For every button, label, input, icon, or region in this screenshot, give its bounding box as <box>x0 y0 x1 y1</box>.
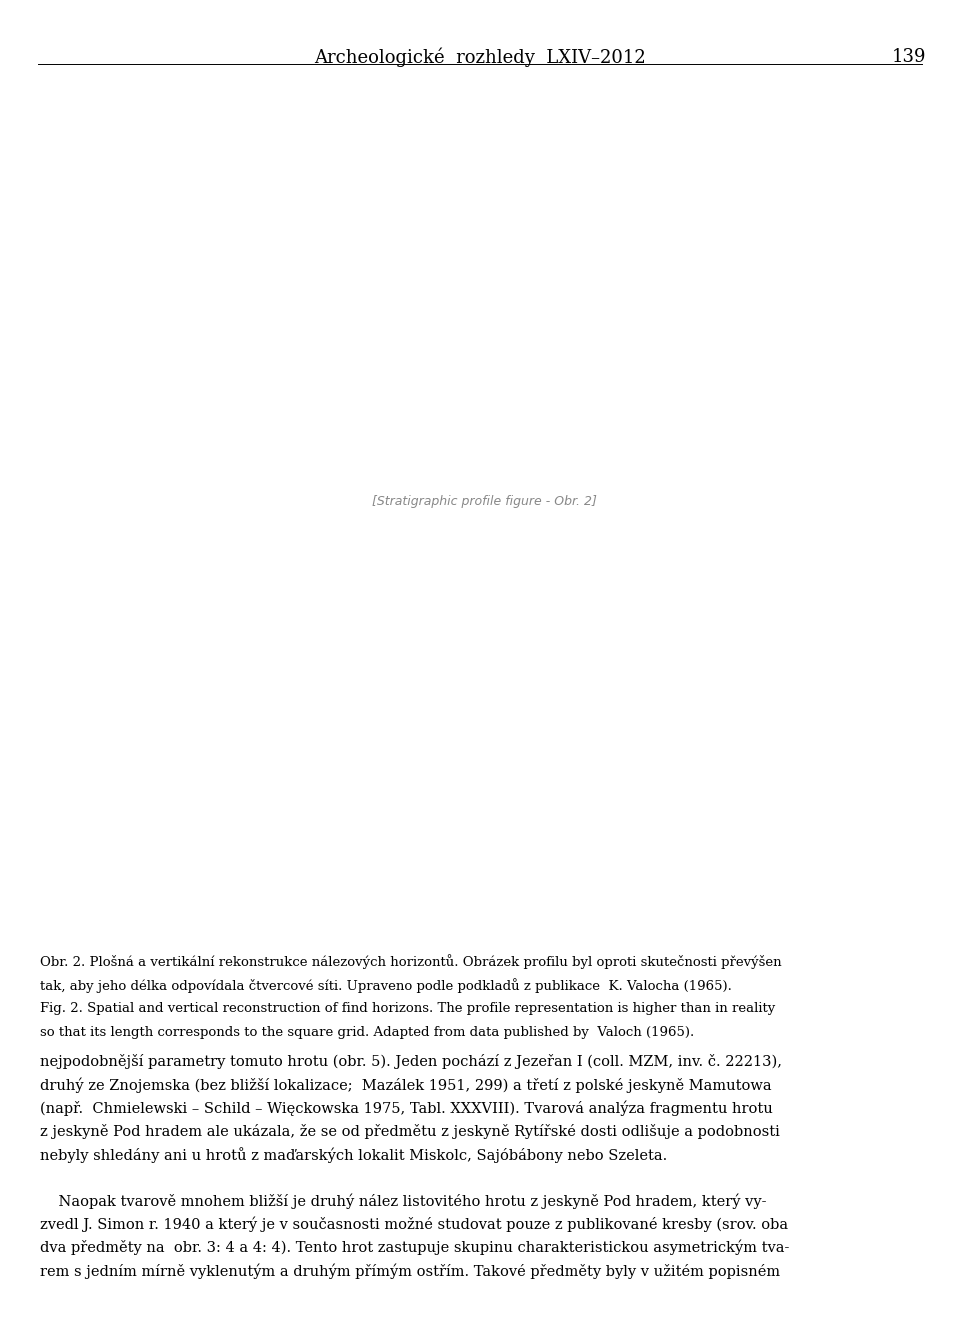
Text: (např.  Chmielewski – Schild – Więckowska 1975, Tabl. XXXVIII). Tvarová analýza : (např. Chmielewski – Schild – Więckowska… <box>40 1100 773 1116</box>
Text: druhý ze Znojemska (bez bližší lokalizace;  Mazálek 1951, 299) a třetí z polské : druhý ze Znojemska (bez bližší lokalizac… <box>40 1076 772 1092</box>
Text: Fig. 2. Spatial and vertical reconstruction of find horizons. The profile repres: Fig. 2. Spatial and vertical reconstruct… <box>40 1002 776 1015</box>
Text: 139: 139 <box>892 48 926 66</box>
Text: nebyly shledány ani u hrotů z maďarských lokalit Miskolc, Sajóbábony nebo Szelet: nebyly shledány ani u hrotů z maďarských… <box>40 1147 667 1163</box>
Text: tak, aby jeho délka odpovídala čtvercové síti. Upraveno podle podkladů z publika: tak, aby jeho délka odpovídala čtvercové… <box>40 978 732 993</box>
Text: nejpodobnější parametry tomuto hrotu (obr. 5). Jeden pochází z Jezeřan I (coll. : nejpodobnější parametry tomuto hrotu (ob… <box>40 1054 782 1069</box>
Text: z jeskyně Pod hradem ale ukázala, že se od předmětu z jeskyně Rytířské dosti odl: z jeskyně Pod hradem ale ukázala, že se … <box>40 1124 780 1139</box>
Text: [Stratigraphic profile figure - Obr. 2]: [Stratigraphic profile figure - Obr. 2] <box>372 496 597 508</box>
Text: Archeologické  rozhledy  LXIV–2012: Archeologické rozhledy LXIV–2012 <box>314 48 646 68</box>
Text: rem s jedním mírně vyklenutým a druhým přímým ostřím. Takové předměty byly v uži: rem s jedním mírně vyklenutým a druhým p… <box>40 1263 780 1278</box>
Text: dva předměty na  obr. 3: 4 a 4: 4). Tento hrot zastupuje skupinu charakteristick: dva předměty na obr. 3: 4 a 4: 4). Tento… <box>40 1240 790 1256</box>
Text: Naopak tvarově mnohem bližší je druhý nález listovitého hrotu z jeskyně Pod hrad: Naopak tvarově mnohem bližší je druhý ná… <box>40 1193 767 1209</box>
Text: zvedl J. Simon r. 1940 a který je v současnosti možné studovat pouze z publikova: zvedl J. Simon r. 1940 a který je v souč… <box>40 1217 788 1232</box>
Text: so that its length corresponds to the square grid. Adapted from data published b: so that its length corresponds to the sq… <box>40 1026 695 1039</box>
Text: Obr. 2. Plošná a vertikální rekonstrukce nálezových horizontů. Obrázek profilu b: Obr. 2. Plošná a vertikální rekonstrukce… <box>40 954 782 969</box>
